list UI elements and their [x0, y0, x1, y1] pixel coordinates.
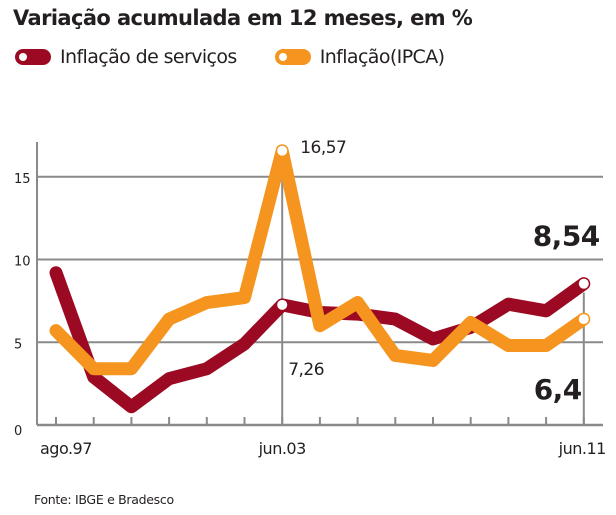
- y-tick-label: 10: [14, 255, 31, 270]
- series-line-ipca: [49, 144, 591, 376]
- highlight-marker: [277, 145, 288, 156]
- source-note: Fonte: IBGE e Bradesco: [34, 492, 174, 507]
- legend-label-ipca: Inflação(IPCA): [319, 46, 445, 68]
- y-tick-label: 5: [14, 337, 22, 352]
- legend-swatch-ipca: [274, 49, 311, 65]
- legend-item-ipca: Inflação(IPCA): [274, 46, 445, 68]
- data-label: 16,57: [300, 138, 346, 158]
- x-tick-label: jun.03: [258, 439, 306, 458]
- x-tick-label: jun.11: [558, 439, 606, 458]
- chart-legend: Inflação de serviços Inflação(IPCA): [15, 46, 482, 68]
- highlight-marker: [578, 314, 589, 325]
- x-tick-label: ago.97: [40, 439, 92, 458]
- y-tick-label: 15: [14, 172, 31, 187]
- data-label: 8,54: [533, 220, 600, 253]
- chart-title: Variação acumulada em 12 meses, em %: [13, 6, 473, 30]
- legend-swatch-services: [15, 49, 51, 65]
- y-tick-label: 0: [14, 424, 22, 439]
- legend-label-services: Inflação de serviços: [60, 46, 237, 68]
- data-label: 7,26: [288, 360, 324, 380]
- legend-item-services: Inflação de serviços: [15, 46, 237, 68]
- highlight-marker: [277, 299, 288, 310]
- highlight-marker: [578, 278, 589, 289]
- data-label: 6,4: [534, 373, 582, 406]
